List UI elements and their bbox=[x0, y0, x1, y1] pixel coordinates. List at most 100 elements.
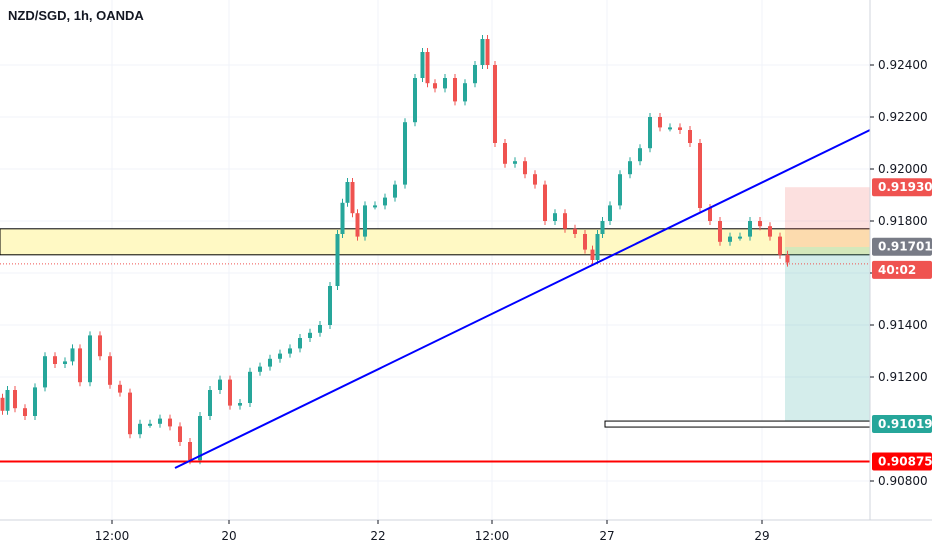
candle-body bbox=[0, 397, 5, 411]
candle-body bbox=[178, 426, 182, 442]
candle-body bbox=[268, 358, 272, 367]
candle-body bbox=[718, 221, 722, 242]
price-tag-box bbox=[872, 178, 932, 197]
candle-body bbox=[403, 122, 407, 185]
position-target-area bbox=[785, 247, 870, 424]
candle-body bbox=[158, 418, 162, 424]
candle-body bbox=[658, 117, 662, 128]
candle-body bbox=[288, 348, 292, 354]
candle-body bbox=[778, 236, 782, 255]
candle-body bbox=[318, 325, 322, 333]
price-tag-label: 0.91019 bbox=[878, 417, 932, 431]
candle-body bbox=[328, 286, 332, 325]
candle-body bbox=[383, 197, 387, 206]
price-tag-label: 0.91930 bbox=[878, 180, 932, 194]
candle-body bbox=[768, 226, 772, 237]
candle-body bbox=[628, 161, 632, 175]
price-tag-box bbox=[872, 415, 932, 434]
candle-body bbox=[738, 236, 742, 239]
candle-body bbox=[345, 182, 350, 203]
candle-body bbox=[425, 52, 430, 84]
candle-body bbox=[128, 392, 132, 435]
candle-body bbox=[583, 234, 587, 250]
price-tag-box bbox=[872, 237, 932, 256]
x-tick-label: 27 bbox=[599, 529, 614, 543]
candle-body bbox=[350, 182, 355, 214]
candle-body bbox=[335, 234, 340, 286]
x-tick-label: 22 bbox=[370, 529, 385, 543]
candle-body bbox=[373, 205, 377, 208]
candle-body bbox=[543, 184, 547, 221]
x-tick-label: 29 bbox=[754, 529, 769, 543]
trendline bbox=[174, 129, 871, 469]
candle-body bbox=[393, 184, 397, 198]
target-box bbox=[604, 420, 871, 428]
candle-body bbox=[433, 83, 437, 89]
candle-body bbox=[228, 379, 232, 406]
candle-body bbox=[248, 371, 252, 403]
candle-body bbox=[638, 148, 642, 162]
candle-body bbox=[258, 366, 262, 372]
candle-body bbox=[278, 353, 282, 359]
candle-body bbox=[758, 221, 762, 227]
candle-body bbox=[563, 213, 567, 229]
candle-body bbox=[355, 213, 360, 237]
candle-body bbox=[5, 390, 10, 411]
candle-body bbox=[785, 254, 790, 263]
candle-body bbox=[108, 356, 112, 385]
candle-body bbox=[463, 83, 467, 102]
x-tick-label: 20 bbox=[221, 529, 236, 543]
candle-body bbox=[595, 234, 600, 260]
candle-body bbox=[443, 78, 447, 89]
candle-body bbox=[118, 384, 122, 393]
candle-body bbox=[413, 78, 417, 123]
candle-body bbox=[218, 379, 222, 390]
chart-title: NZD/SGD, 1h, OANDA bbox=[8, 8, 144, 23]
candle-body bbox=[523, 161, 527, 175]
candle-body bbox=[503, 143, 507, 164]
candle-body bbox=[148, 423, 152, 426]
x-tick-label: 12:00 bbox=[475, 529, 510, 543]
candle-body bbox=[480, 39, 485, 65]
candle-body bbox=[23, 408, 27, 416]
candle-body bbox=[533, 174, 537, 185]
candle-body bbox=[473, 65, 477, 84]
y-tick-label: 0.92200 bbox=[878, 110, 928, 124]
candle-body bbox=[493, 65, 497, 143]
candle-body bbox=[188, 442, 192, 461]
candle-body bbox=[308, 332, 312, 338]
candle-body bbox=[298, 338, 302, 349]
y-tick-label: 0.90800 bbox=[878, 474, 928, 488]
candle-body bbox=[208, 390, 212, 416]
candle-body bbox=[513, 161, 517, 164]
candle-body bbox=[708, 208, 712, 221]
candle-body bbox=[728, 236, 732, 242]
price-tag-label: 40:02 bbox=[878, 263, 916, 277]
candle-body bbox=[88, 335, 92, 383]
candle-body bbox=[198, 416, 202, 461]
candle-body bbox=[688, 130, 692, 143]
candle-body bbox=[678, 127, 682, 130]
candle-body bbox=[618, 174, 622, 206]
candle-body bbox=[98, 335, 102, 357]
candle-body bbox=[138, 423, 142, 435]
candle-body bbox=[648, 117, 652, 149]
x-tick-label: 12:00 bbox=[95, 529, 130, 543]
candle-body bbox=[78, 348, 82, 383]
candle-body bbox=[453, 78, 457, 102]
candle-body bbox=[748, 221, 752, 237]
candle-body bbox=[600, 221, 605, 234]
candle-body bbox=[238, 403, 242, 406]
price-tag-box bbox=[872, 452, 932, 471]
y-tick-label: 0.91400 bbox=[878, 318, 928, 332]
candle-body bbox=[363, 205, 367, 237]
candle-body bbox=[13, 390, 17, 409]
candle-body bbox=[668, 127, 672, 130]
candle-body bbox=[340, 202, 345, 234]
y-tick-label: 0.92400 bbox=[878, 58, 928, 72]
candle-body bbox=[63, 361, 67, 364]
price-tag-label: 0.91701 bbox=[878, 240, 932, 254]
candle-body bbox=[43, 356, 47, 388]
price-tag-box bbox=[872, 260, 932, 279]
